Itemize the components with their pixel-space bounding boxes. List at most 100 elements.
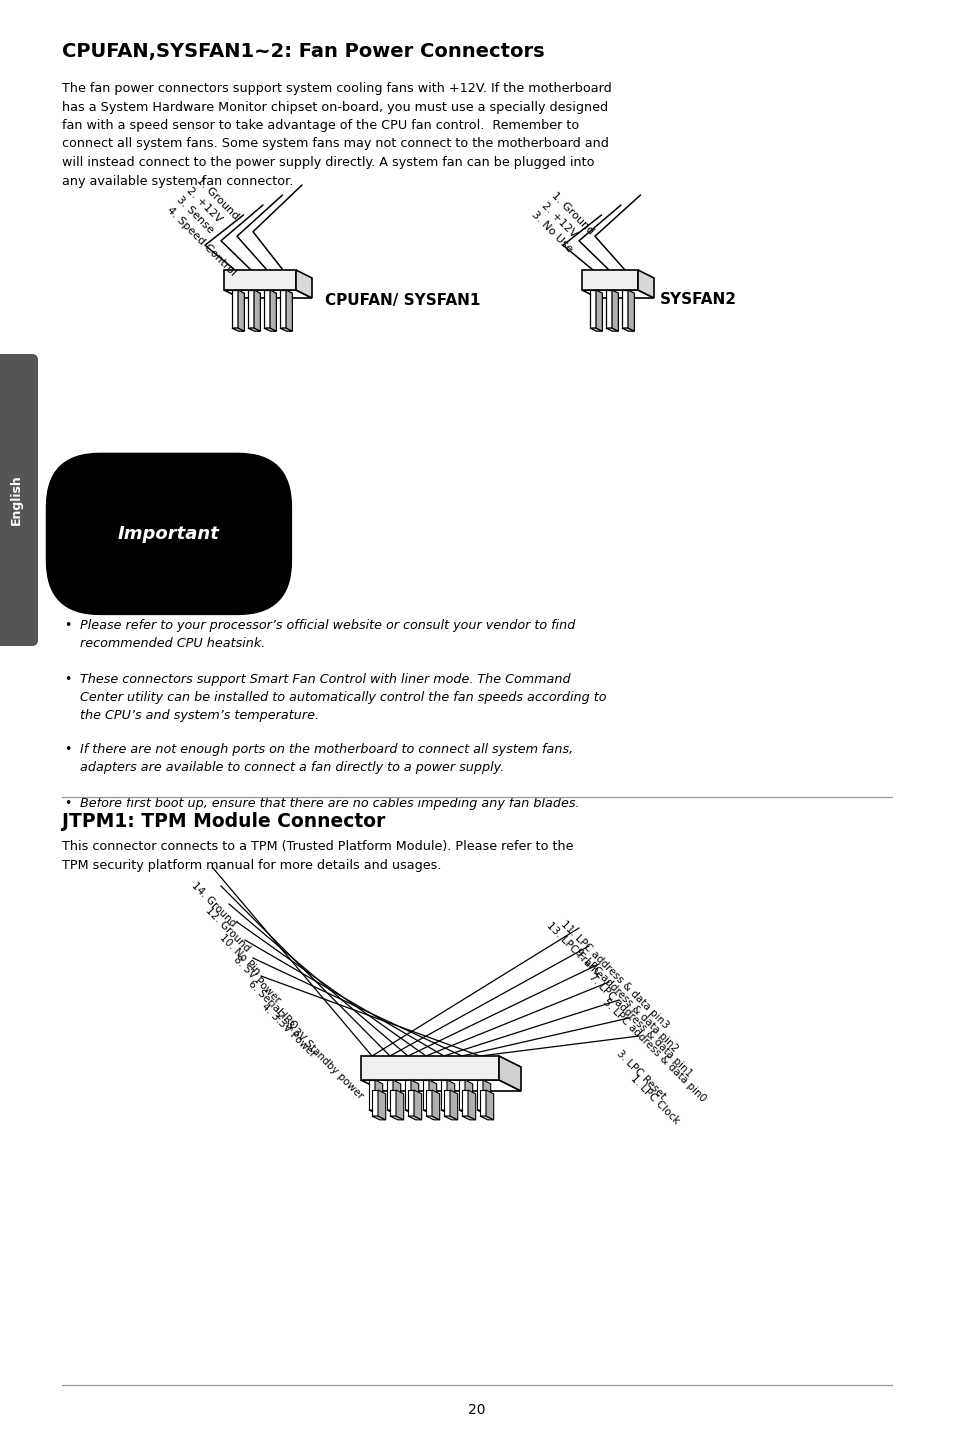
Text: CPUFAN/ SYSFAN1: CPUFAN/ SYSFAN1 bbox=[325, 292, 480, 308]
Polygon shape bbox=[224, 270, 295, 290]
Polygon shape bbox=[450, 1090, 457, 1120]
Polygon shape bbox=[387, 1110, 400, 1113]
Text: •: • bbox=[64, 743, 71, 756]
Text: SYSFAN2: SYSFAN2 bbox=[659, 292, 737, 308]
Polygon shape bbox=[422, 1080, 429, 1110]
Text: 6. Serial IRQ: 6. Serial IRQ bbox=[246, 979, 298, 1032]
Polygon shape bbox=[627, 290, 634, 331]
Polygon shape bbox=[280, 290, 286, 328]
Polygon shape bbox=[461, 1116, 476, 1120]
Text: English: English bbox=[10, 475, 23, 525]
Text: If there are not enough ports on the motherboard to connect all system fans,
ada: If there are not enough ports on the mot… bbox=[80, 743, 573, 774]
FancyBboxPatch shape bbox=[0, 353, 38, 645]
Polygon shape bbox=[605, 328, 618, 331]
Polygon shape bbox=[264, 328, 276, 331]
Text: JTPM1: TPM Module Connector: JTPM1: TPM Module Connector bbox=[62, 811, 385, 831]
Polygon shape bbox=[443, 1116, 457, 1120]
Polygon shape bbox=[408, 1090, 414, 1116]
Polygon shape bbox=[638, 270, 654, 298]
Polygon shape bbox=[390, 1116, 403, 1120]
Polygon shape bbox=[621, 290, 627, 328]
Polygon shape bbox=[232, 290, 237, 328]
Text: The fan power connectors support system cooling fans with +12V. If the motherboa: The fan power connectors support system … bbox=[62, 82, 611, 187]
Polygon shape bbox=[426, 1090, 432, 1116]
Polygon shape bbox=[280, 328, 292, 331]
Text: Before first boot up, ensure that there are no cables impeding any fan blades.: Before first boot up, ensure that there … bbox=[80, 797, 578, 810]
Text: 20: 20 bbox=[468, 1402, 485, 1417]
Polygon shape bbox=[411, 1080, 418, 1113]
Polygon shape bbox=[248, 290, 253, 328]
Text: Please refer to your processor’s official website or consult your vendor to find: Please refer to your processor’s officia… bbox=[80, 620, 575, 650]
Polygon shape bbox=[372, 1116, 385, 1120]
Polygon shape bbox=[369, 1110, 382, 1113]
Polygon shape bbox=[405, 1110, 418, 1113]
Text: This connector connects to a TPM (Trusted Platform Module). Please refer to the
: This connector connects to a TPM (Truste… bbox=[62, 840, 573, 871]
Polygon shape bbox=[408, 1116, 421, 1120]
Polygon shape bbox=[429, 1080, 436, 1113]
Polygon shape bbox=[476, 1080, 482, 1110]
Polygon shape bbox=[62, 515, 108, 557]
Polygon shape bbox=[375, 1080, 382, 1113]
Polygon shape bbox=[248, 328, 260, 331]
Polygon shape bbox=[458, 1110, 472, 1113]
Polygon shape bbox=[395, 1090, 403, 1120]
Polygon shape bbox=[224, 290, 312, 298]
Polygon shape bbox=[237, 290, 244, 331]
Polygon shape bbox=[372, 1090, 377, 1116]
Text: •: • bbox=[64, 673, 71, 685]
Polygon shape bbox=[605, 290, 612, 328]
Polygon shape bbox=[360, 1080, 520, 1090]
Text: 1. Ground
2. +12V
3. No Use: 1. Ground 2. +12V 3. No Use bbox=[530, 190, 596, 256]
Polygon shape bbox=[589, 328, 601, 331]
Polygon shape bbox=[589, 290, 596, 328]
Polygon shape bbox=[377, 1090, 385, 1120]
Polygon shape bbox=[369, 1080, 375, 1110]
Polygon shape bbox=[270, 290, 276, 331]
Text: 1. Ground
2. +12V
3. Sense
4. Speed Control: 1. Ground 2. +12V 3. Sense 4. Speed Cont… bbox=[165, 175, 267, 278]
Text: CPUFAN,SYSFAN1~2: Fan Power Connectors: CPUFAN,SYSFAN1~2: Fan Power Connectors bbox=[62, 41, 544, 62]
Text: These connectors support Smart Fan Control with liner mode. The Command
Center u: These connectors support Smart Fan Contr… bbox=[80, 673, 606, 723]
Text: !: ! bbox=[80, 531, 90, 551]
Polygon shape bbox=[414, 1090, 421, 1120]
Text: 14. Ground: 14. Ground bbox=[190, 881, 238, 929]
Text: 3. LPC Reset: 3. LPC Reset bbox=[615, 1049, 667, 1102]
Polygon shape bbox=[360, 1056, 498, 1080]
Text: 4. 3.3V Power: 4. 3.3V Power bbox=[260, 1002, 317, 1059]
Polygon shape bbox=[458, 1080, 464, 1110]
Polygon shape bbox=[621, 328, 634, 331]
Polygon shape bbox=[286, 290, 292, 331]
Polygon shape bbox=[440, 1110, 455, 1113]
Polygon shape bbox=[232, 328, 244, 331]
Polygon shape bbox=[476, 1110, 490, 1113]
Polygon shape bbox=[422, 1110, 436, 1113]
Text: 12. Ground: 12. Ground bbox=[204, 906, 253, 954]
Polygon shape bbox=[426, 1116, 439, 1120]
Text: 8. 5V Power: 8. 5V Power bbox=[232, 954, 282, 1006]
Text: •: • bbox=[64, 620, 71, 633]
Polygon shape bbox=[479, 1116, 494, 1120]
Polygon shape bbox=[581, 270, 638, 290]
Text: 11. LPC address & data pin3: 11. LPC address & data pin3 bbox=[558, 919, 670, 1030]
Text: •: • bbox=[64, 797, 71, 810]
Polygon shape bbox=[479, 1090, 485, 1116]
Polygon shape bbox=[581, 290, 654, 298]
Polygon shape bbox=[461, 1090, 468, 1116]
Polygon shape bbox=[387, 1080, 393, 1110]
Polygon shape bbox=[482, 1080, 490, 1113]
Text: Important: Important bbox=[118, 525, 219, 542]
Polygon shape bbox=[390, 1090, 395, 1116]
Text: 13. LPC Frame: 13. LPC Frame bbox=[544, 920, 604, 980]
Polygon shape bbox=[498, 1056, 520, 1090]
Polygon shape bbox=[485, 1090, 494, 1120]
Text: 5. LPC address & data pin0: 5. LPC address & data pin0 bbox=[600, 996, 707, 1103]
Polygon shape bbox=[432, 1090, 439, 1120]
Polygon shape bbox=[264, 290, 270, 328]
Polygon shape bbox=[447, 1080, 455, 1113]
Polygon shape bbox=[295, 270, 312, 298]
Polygon shape bbox=[443, 1090, 450, 1116]
Text: 1. LPC Clock: 1. LPC Clock bbox=[628, 1073, 681, 1126]
Polygon shape bbox=[440, 1080, 447, 1110]
Polygon shape bbox=[253, 290, 260, 331]
Polygon shape bbox=[393, 1080, 400, 1113]
Text: 10. No Pin: 10. No Pin bbox=[218, 933, 262, 977]
